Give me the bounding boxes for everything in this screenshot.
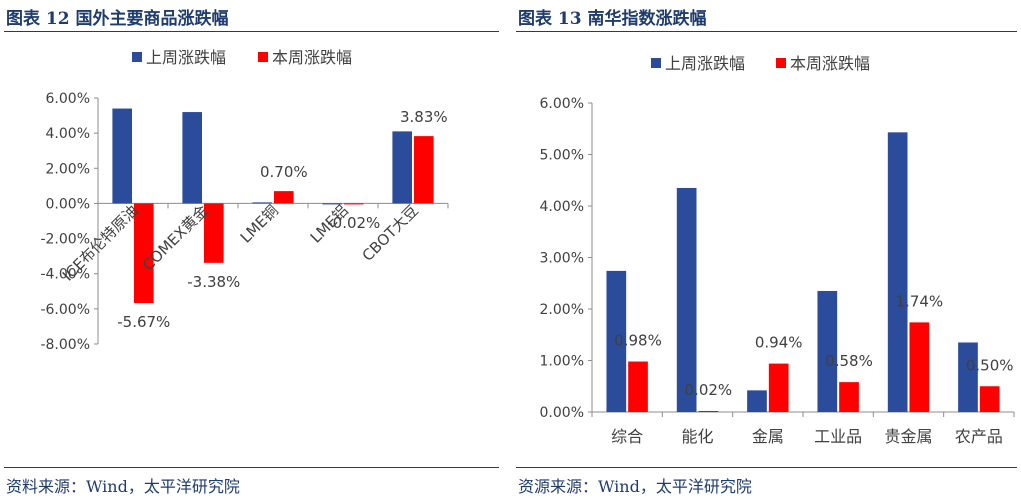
nanhua-index-chart: 上周涨跌幅 本周涨跌幅 6.00% 5.00% 4.00% 3.00% 2.00% 1.00%… xyxy=(540,54,1015,446)
bar-last-week xyxy=(606,270,627,412)
figure-title: 图表 13 南华指数涨跌幅 xyxy=(518,9,707,29)
title-divider xyxy=(516,31,1017,32)
x-category-label: 综合 xyxy=(611,427,643,446)
y-tick-label: -6.00% xyxy=(40,302,90,318)
y-tick-label: 2.00% xyxy=(540,302,584,318)
bar-this-week xyxy=(979,386,1000,412)
bar-last-week xyxy=(676,187,697,412)
y-tick-label: 0.00% xyxy=(540,405,584,421)
legend-label: 本周涨跌幅 xyxy=(790,54,870,73)
bar-this-week xyxy=(698,410,719,412)
y-tick-label: 6.00% xyxy=(46,91,90,107)
data-label: 0.70% xyxy=(260,163,308,181)
y-tick-label: 2.00% xyxy=(46,161,90,177)
y-tick-label: 4.00% xyxy=(540,199,584,215)
x-category-label: 农产品 xyxy=(955,427,1003,446)
bar-last-week xyxy=(252,202,272,204)
x-category-label: LME铜 xyxy=(237,202,282,247)
data-label: -0.02% xyxy=(327,214,380,232)
bar-last-week xyxy=(958,342,978,412)
y-tick-label: 5.00% xyxy=(540,148,584,164)
y-tick-label: -2.00% xyxy=(40,232,90,248)
data-label: 0.58% xyxy=(825,352,873,370)
x-category-label: CBOT大豆 xyxy=(359,202,422,265)
legend-swatch xyxy=(776,58,786,68)
bar-this-week xyxy=(274,191,294,204)
data-label: 0.50% xyxy=(966,356,1014,374)
bar-this-week xyxy=(204,203,224,263)
data-label: 3.83% xyxy=(400,108,448,126)
right-figure-panel: 图表 13 南华指数涨跌幅 上周涨跌幅 本周涨跌幅 6.00% 5.00% 4.00% 3… xyxy=(512,0,1021,500)
legend-label: 上周涨跌幅 xyxy=(146,48,226,67)
y-tick-label: 6.00% xyxy=(540,96,584,112)
legend-label: 上周涨跌幅 xyxy=(665,54,745,73)
bar-this-week xyxy=(909,322,930,412)
source-divider xyxy=(4,467,499,468)
x-category-label: 能化 xyxy=(681,427,713,446)
bar-last-week xyxy=(392,131,412,204)
y-tick-label: -4.00% xyxy=(40,267,90,283)
bar-this-week xyxy=(344,203,364,205)
x-category-label: 贵金属 xyxy=(884,427,932,446)
bar-last-week xyxy=(112,108,132,204)
data-label: 1.74% xyxy=(896,292,944,310)
legend-swatch xyxy=(651,58,661,68)
bar-this-week xyxy=(839,382,859,412)
data-label: -5.67% xyxy=(117,313,170,331)
commodity-change-chart: 上周涨跌幅 本周涨跌幅 6.00% 4.00% 2.00% 0.00% -2.00% -4.0… xyxy=(40,48,449,353)
source-note: 资料来源：Wind，太平洋研究院 xyxy=(6,477,240,496)
y-tick-label: -8.00% xyxy=(40,337,90,353)
bar-last-week xyxy=(182,112,202,204)
y-tick-label: 1.00% xyxy=(540,354,584,370)
bar-last-week xyxy=(747,390,767,412)
bar-last-week xyxy=(817,290,838,412)
bar-this-week xyxy=(414,136,434,204)
bar-last-week xyxy=(887,132,908,412)
bar-this-week xyxy=(628,361,648,412)
source-note: 资源来源：Wind，太平洋研究院 xyxy=(518,477,752,496)
y-tick-label: 4.00% xyxy=(46,126,90,142)
title-divider xyxy=(4,31,499,32)
bar-this-week xyxy=(134,203,154,304)
x-category-label: 工业品 xyxy=(814,427,862,446)
data-label: -3.38% xyxy=(187,273,240,291)
bar-this-week xyxy=(768,363,789,412)
legend-label: 本周涨跌幅 xyxy=(272,48,352,67)
y-tick-label: 3.00% xyxy=(540,251,584,267)
data-label: 0.02% xyxy=(685,381,733,399)
x-category-label: 金属 xyxy=(752,427,784,446)
left-figure-panel: 图表 12 国外主要商品涨跌幅 上周涨跌幅 本周涨跌幅 6.00% 4.00% 2.00… xyxy=(0,0,503,500)
source-divider xyxy=(516,467,1017,468)
legend-swatch xyxy=(258,52,268,62)
bar-last-week xyxy=(322,203,342,205)
data-label: 0.94% xyxy=(755,334,803,352)
legend-swatch xyxy=(132,52,142,62)
data-label: 0.98% xyxy=(614,332,662,350)
y-tick-label: 0.00% xyxy=(46,196,90,212)
figure-title: 图表 12 国外主要商品涨跌幅 xyxy=(6,9,229,29)
